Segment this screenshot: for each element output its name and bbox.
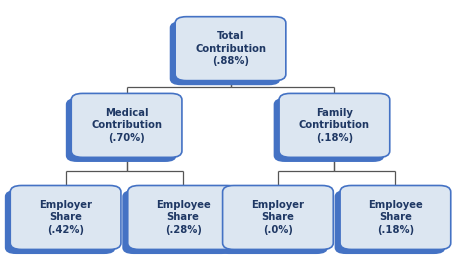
FancyBboxPatch shape: [279, 93, 390, 157]
FancyBboxPatch shape: [10, 186, 121, 250]
FancyBboxPatch shape: [335, 190, 445, 254]
Text: Employee
Share
(.28%): Employee Share (.28%): [156, 200, 210, 235]
Text: Family
Contribution
(.18%): Family Contribution (.18%): [299, 108, 370, 143]
FancyBboxPatch shape: [71, 93, 182, 157]
FancyBboxPatch shape: [122, 190, 233, 254]
Text: Employer
Share
(.0%): Employer Share (.0%): [251, 200, 304, 235]
FancyBboxPatch shape: [217, 190, 328, 254]
Text: Employee
Share
(.18%): Employee Share (.18%): [368, 200, 423, 235]
FancyBboxPatch shape: [66, 98, 177, 162]
FancyBboxPatch shape: [170, 21, 280, 85]
Text: Employer
Share
(.42%): Employer Share (.42%): [39, 200, 92, 235]
FancyBboxPatch shape: [340, 186, 451, 250]
FancyBboxPatch shape: [5, 190, 116, 254]
FancyBboxPatch shape: [128, 186, 238, 250]
FancyBboxPatch shape: [223, 186, 333, 250]
Text: Total
Contribution
(.88%): Total Contribution (.88%): [195, 31, 266, 67]
FancyBboxPatch shape: [274, 98, 384, 162]
Text: Medical
Contribution
(.70%): Medical Contribution (.70%): [91, 108, 162, 143]
FancyBboxPatch shape: [175, 17, 286, 81]
